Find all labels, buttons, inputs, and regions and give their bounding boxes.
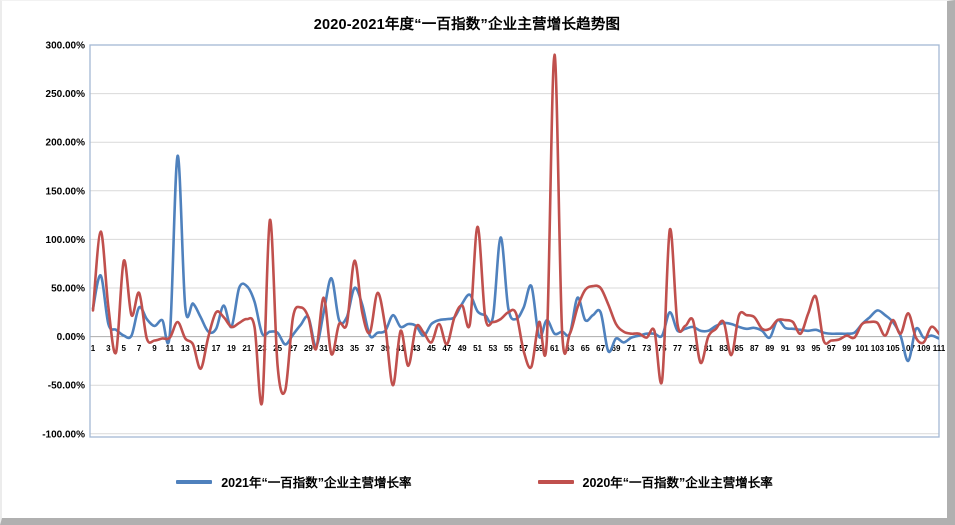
x-axis-tick-label: 103: [871, 344, 885, 353]
x-axis-tick-label: 63: [565, 344, 574, 353]
x-axis-tick-label: 111: [933, 344, 946, 353]
x-axis-tick-label: 51: [473, 344, 482, 353]
legend-line-swatch-2021: [176, 479, 213, 484]
x-axis-tick-label: 59: [535, 344, 544, 353]
x-axis-tick-label: 39: [381, 344, 390, 353]
x-axis-tick-label: 77: [673, 344, 682, 353]
x-axis-tick-label: 101: [855, 344, 869, 353]
y-axis-tick-label: 0.00%: [57, 332, 85, 343]
x-axis-tick-label: 25: [273, 344, 282, 353]
legend-label-2020: 2020年“一百指数”企业主营增长率: [582, 476, 773, 490]
x-axis-tick-label: 17: [212, 344, 221, 353]
y-axis-tick-label: 150.00%: [46, 186, 86, 197]
x-axis-tick-label: 93: [796, 344, 805, 353]
legend-label-2021: 2021年“一百指数”企业主营增长率: [221, 476, 412, 490]
x-axis-tick-label: 53: [488, 344, 497, 353]
chart-title: 2020-2021年度“一百指数”企业主营增长趋势图: [313, 17, 621, 33]
x-axis-tick-label: 97: [827, 344, 836, 353]
legend: 2021年“一百指数”企业主营增长率 2020年“一百指数”企业主营增长率: [2, 472, 947, 491]
x-axis-tick-label: 31: [319, 344, 328, 353]
x-axis-tick-label: 19: [227, 344, 236, 353]
x-axis-tick-label: 87: [750, 344, 759, 353]
x-axis-tick-label: 109: [917, 344, 931, 353]
x-axis-tick-label: 1: [91, 344, 96, 353]
x-axis-tick-label: 65: [581, 344, 590, 353]
x-axis-tick-label: 13: [181, 344, 190, 353]
legend-item-2020: 2020年“一百指数”企业主营增长率: [537, 472, 773, 491]
x-axis-tick-label: 49: [458, 344, 467, 353]
x-axis-tick-label: 29: [304, 344, 313, 353]
x-axis-tick-label: 37: [365, 344, 374, 353]
x-axis-tick-label: 95: [811, 344, 820, 353]
x-axis-tick-label: 41: [396, 344, 405, 353]
x-axis-tick-label: 45: [427, 344, 436, 353]
x-axis-tick-label: 61: [550, 344, 559, 353]
x-axis-tick-label: 75: [658, 344, 667, 353]
y-axis-tick-label: 100.00%: [46, 235, 86, 246]
plot-border: [89, 44, 940, 438]
x-axis-tick-label: 7: [137, 344, 142, 353]
y-axis-tick-label: 200.00%: [46, 138, 86, 149]
x-axis-tick-label: 11: [166, 344, 175, 353]
x-axis-tick-label: 73: [642, 344, 651, 353]
x-axis-tick-label: 105: [886, 344, 900, 353]
x-axis-tick-label: 27: [289, 344, 298, 353]
y-axis-tick-label: 50.00%: [51, 284, 85, 295]
y-axis-tick-label: 300.00%: [46, 41, 86, 52]
x-axis-tick-label: 43: [412, 344, 421, 353]
x-axis-tick-label: 83: [719, 344, 728, 353]
x-axis-tick-label: 71: [627, 344, 636, 353]
x-axis-tick-label: 23: [258, 344, 267, 353]
x-axis-tick-label: 33: [335, 344, 344, 353]
x-axis-tick-label: 89: [765, 344, 774, 353]
y-axis-tick-label: 250.00%: [46, 89, 86, 100]
x-axis-tick-label: 21: [242, 344, 251, 353]
x-axis-tick-label: 79: [688, 344, 697, 353]
x-axis-tick-label: 91: [781, 344, 790, 353]
x-axis-tick-label: 47: [442, 344, 451, 353]
y-axis-tick-label: -100.00%: [42, 429, 85, 440]
x-axis-tick-label: 9: [152, 344, 157, 353]
y-axis-tick-label: -50.00%: [48, 381, 85, 392]
x-axis-tick-label: 55: [504, 344, 513, 353]
plot-area: 300.00%250.00%200.00%150.00%100.00%50.00…: [42, 41, 946, 441]
series-line-2021: [91, 154, 939, 363]
x-axis-tick-label: 35: [350, 344, 359, 353]
x-axis-tick-label: 5: [122, 344, 127, 353]
x-axis-tick-label: 15: [196, 344, 205, 353]
legend-line-swatch-2020: [537, 479, 574, 484]
series-line-2020: [91, 53, 939, 406]
x-axis-tick-label: 3: [106, 344, 111, 353]
x-axis-tick-label: 69: [612, 344, 621, 353]
x-axis-tick-label: 67: [596, 344, 605, 353]
legend-item-2021: 2021年“一百指数”企业主营增长率: [176, 472, 412, 491]
x-axis-tick-label: 81: [704, 344, 713, 353]
x-axis-tick-label: 85: [735, 344, 744, 353]
x-axis-tick-label: 107: [902, 344, 916, 353]
x-axis-tick-label: 99: [842, 344, 851, 353]
